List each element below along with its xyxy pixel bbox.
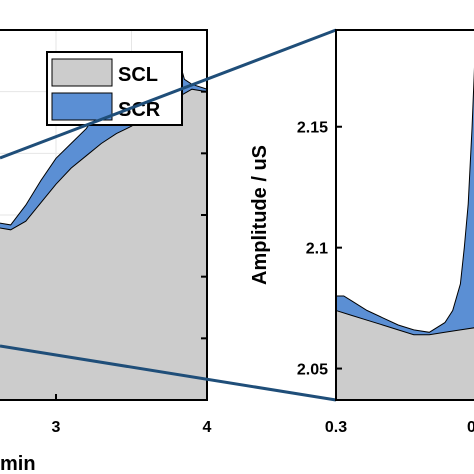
legend-label-scr: SCR xyxy=(118,99,161,121)
right-y-tick-label: 2.05 xyxy=(297,362,328,379)
legend-swatch-scr xyxy=(51,92,113,121)
right-scr-area xyxy=(336,67,474,400)
zoom-connector-bottom xyxy=(0,344,337,402)
left-x-tick-label: 3 xyxy=(52,419,61,436)
right-scl-area xyxy=(336,309,474,400)
legend-swatch-scl xyxy=(51,58,113,87)
left-plot-frame xyxy=(0,29,208,401)
right-x-tick-label-partial: 0 xyxy=(467,419,474,436)
right-panel: 2.05 2.1 2.15 0.3 0 Amplitude / uS xyxy=(249,29,474,436)
y-axis-label: Amplitude / uS xyxy=(249,145,271,285)
right-plot-frame xyxy=(335,29,474,401)
left-panel: 3 4 SCL SCR min xyxy=(0,29,212,474)
legend-label-scl: SCL xyxy=(118,64,158,86)
left-x-tick-label: 4 xyxy=(203,419,212,436)
right-ticks: 2.05 2.1 2.15 0.3 0 xyxy=(297,120,474,436)
zoom-connector-top xyxy=(0,28,337,160)
x-axis-label: min xyxy=(0,453,36,474)
right-y-tick-label: 2.15 xyxy=(297,120,328,137)
right-x-tick-label: 0.3 xyxy=(325,419,347,436)
right-y-tick-label: 2.1 xyxy=(306,241,328,258)
